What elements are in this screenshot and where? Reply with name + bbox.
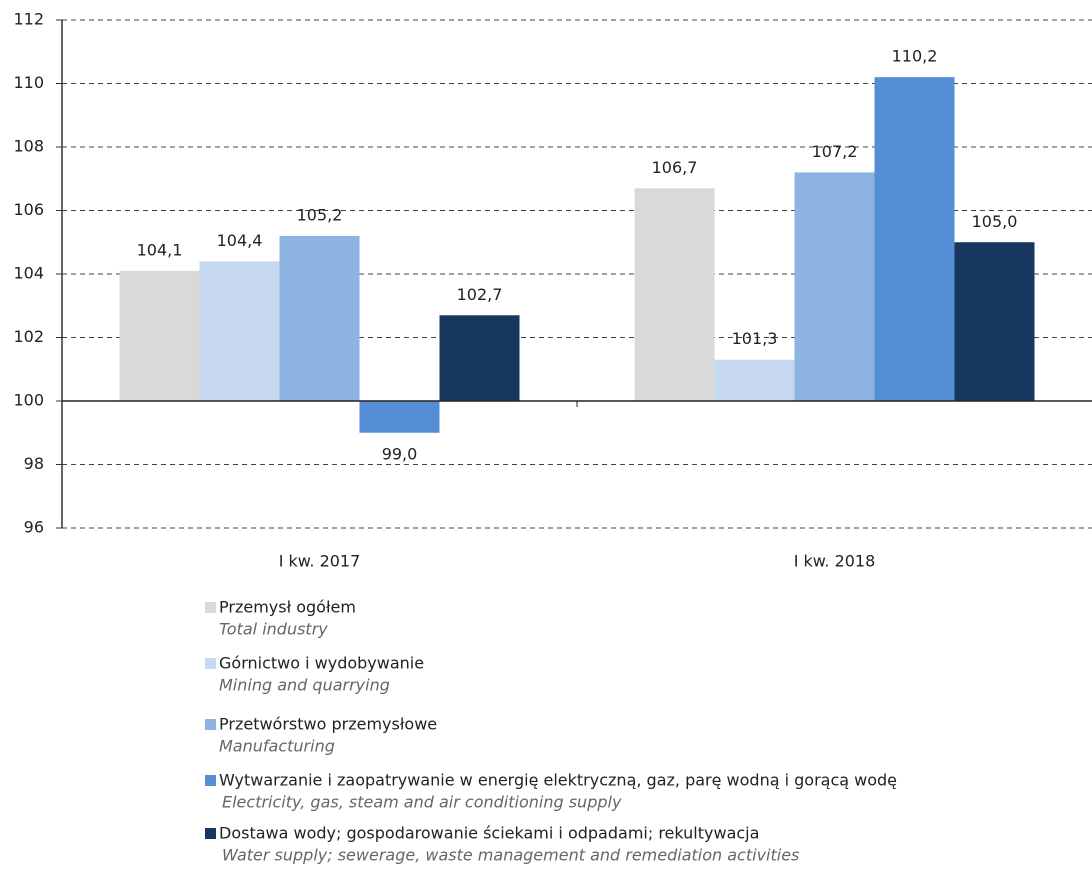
y-tick-label: 98 [24,454,44,473]
bar [874,77,955,402]
value-label: 104,4 [217,231,263,250]
y-tick-label: 104 [13,264,44,283]
legend-subtitle: Mining and quarrying [219,676,390,695]
bar [794,172,875,401]
y-tick-label: 100 [13,391,44,410]
value-label: 99,0 [382,444,418,463]
legend-swatch [205,828,216,839]
legend-label: Przetwórstwo przemysłowe [219,715,437,734]
y-tick-label: 106 [13,200,44,219]
legend-swatch [205,658,216,669]
bar [359,401,440,433]
legend-subtitle: Manufacturing [219,737,335,756]
x-tick-label: I kw. 2017 [279,552,361,571]
legend-swatch [205,719,216,730]
legend-label: Wytwarzanie i zaopatrywanie w energię el… [219,771,897,790]
value-label: 107,2 [812,142,858,161]
y-tick-label: 112 [13,10,44,29]
legend-subtitle: Electricity, gas, steam and air conditio… [222,793,622,812]
legend-label: Dostawa wody; gospodarowanie ściekami i … [219,824,759,843]
bar [119,270,200,401]
value-label: 105,0 [972,212,1018,231]
bar [199,261,280,401]
value-label: 105,2 [297,205,343,224]
bar [954,242,1035,401]
legend-subtitle: Water supply; sewerage, waste management… [222,846,799,865]
y-tick-label: 102 [13,327,44,346]
bar [439,315,520,401]
value-label: 102,7 [457,285,503,304]
value-label: 106,7 [652,158,698,177]
y-tick-label: 96 [24,518,44,537]
y-tick-label: 110 [13,73,44,92]
bar [279,235,360,401]
value-label: 104,1 [137,240,183,259]
y-tick-label: 108 [13,137,44,156]
bar [634,188,715,401]
legend-subtitle: Total industry [219,620,328,639]
bar [714,359,795,401]
value-label: 110,2 [892,47,938,66]
legend-label: Górnictwo i wydobywanie [219,654,424,673]
legend-swatch [205,775,216,786]
legend-swatch [205,602,216,613]
x-tick-label: I kw. 2018 [794,552,876,571]
value-label: 101,3 [732,329,778,348]
legend-label: Przemysł ogółem [219,598,356,617]
